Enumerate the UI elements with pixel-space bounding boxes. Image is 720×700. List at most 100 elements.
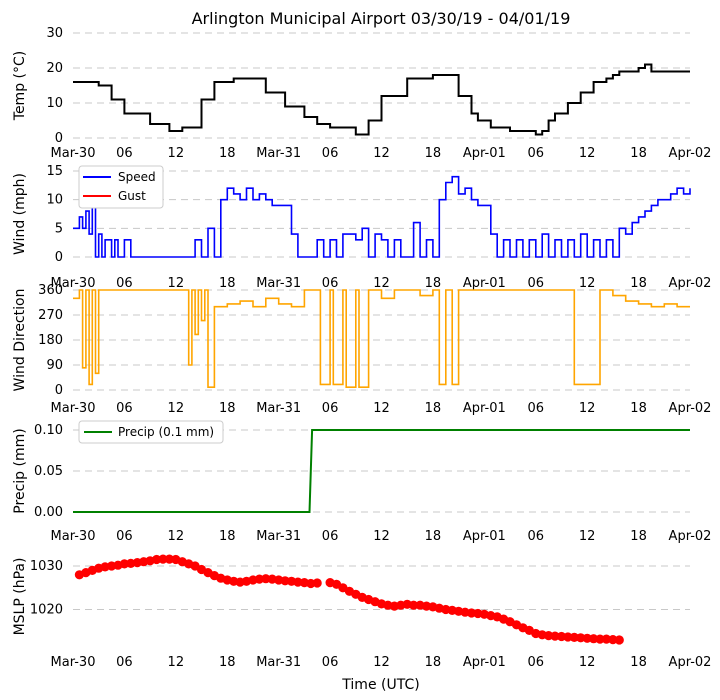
- x-tick-label: 12: [579, 276, 596, 291]
- x-tick-label: Mar-31: [256, 655, 301, 670]
- legend-label: Precip (0.1 mm): [118, 425, 214, 439]
- x-tick-label: 18: [630, 529, 647, 544]
- panel-precip: 0.00 0.05 0.10 Precip (mm) Mar-30 06 12 18 Mar-3…: [12, 420, 712, 544]
- x-tick-label: 06: [322, 529, 339, 544]
- x-tick-label: 12: [168, 146, 185, 161]
- mslp-point: [550, 631, 560, 641]
- x-tick-label: Apr-02: [669, 401, 712, 416]
- x-tick-label: 18: [219, 276, 236, 291]
- y-tick-label: 5: [55, 221, 63, 236]
- x-tick-label: 18: [425, 655, 442, 670]
- x-tick-label: 18: [630, 146, 647, 161]
- x-tick-label: 06: [322, 655, 339, 670]
- mslp-point: [312, 578, 322, 588]
- x-tick-label: 18: [219, 655, 236, 670]
- x-tick-label: 18: [630, 655, 647, 670]
- x-tick-label: 12: [579, 529, 596, 544]
- x-tick-label: 06: [527, 401, 544, 416]
- y-tick-label: 270: [38, 308, 63, 323]
- panel-wind_direction: 0 90 180 270 360 Wind Direction Mar-30 06 12 18 Ma…: [12, 283, 711, 416]
- y-tick-label: 15: [46, 164, 63, 179]
- x-tick-label: 06: [116, 529, 133, 544]
- panel-wind: 0 5 10 15 Wind (mph) Mar-30 06 12 18 Mar-31 06 12 18…: [12, 164, 711, 291]
- x-tick-label: 18: [219, 529, 236, 544]
- y-axis-label: Wind (mph): [12, 173, 28, 255]
- mslp-point: [595, 634, 605, 644]
- x-tick-label: 06: [527, 146, 544, 161]
- mslp-point: [614, 635, 624, 645]
- wind-speed-line: [73, 175, 691, 258]
- x-tick-label: 18: [425, 401, 442, 416]
- y-tick-label: 0: [55, 250, 63, 265]
- legend-label: Gust: [118, 189, 146, 203]
- panel-temperature: 0 10 20 30 Temp (°C) Mar-30 06 12 18 Mar-31 06 12 18…: [12, 26, 711, 161]
- x-tick-label: 12: [373, 655, 390, 670]
- legend-label: Speed: [118, 170, 156, 184]
- x-tick-label: 06: [527, 276, 544, 291]
- x-tick-label: 18: [630, 401, 647, 416]
- x-tick-label: 12: [168, 655, 185, 670]
- x-tick-label: Mar-30: [51, 146, 96, 161]
- x-tick-label: 18: [219, 146, 236, 161]
- y-axis-label: Temp (°C): [12, 51, 28, 121]
- chart-title: Arlington Municipal Airport 03/30/19 - 0…: [192, 9, 571, 28]
- x-tick-label: Mar-31: [256, 146, 301, 161]
- x-tick-label: 12: [579, 655, 596, 670]
- x-tick-label: Apr-02: [669, 276, 712, 291]
- x-tick-label: Mar-31: [256, 401, 301, 416]
- y-axis-label: Wind Direction: [12, 289, 28, 392]
- y-tick-label: 0.05: [34, 464, 63, 479]
- x-tick-label: 06: [116, 276, 133, 291]
- y-tick-label: 0.00: [34, 505, 63, 520]
- y-axis-label: Precip (mm): [12, 428, 28, 513]
- mslp-point: [158, 554, 168, 564]
- x-tick-label: 12: [168, 401, 185, 416]
- y-tick-label: 1030: [30, 559, 63, 574]
- y-tick-label: 180: [38, 333, 63, 348]
- mslp-point: [409, 600, 419, 610]
- x-tick-label: Mar-31: [256, 529, 301, 544]
- x-tick-label: Apr-01: [463, 401, 506, 416]
- x-tick-label: Apr-01: [463, 276, 506, 291]
- x-tick-label: Mar-30: [51, 276, 96, 291]
- x-tick-label: 06: [322, 401, 339, 416]
- x-tick-label: 06: [322, 146, 339, 161]
- y-tick-label: 20: [46, 61, 63, 76]
- y-axis-label: MSLP (hPa): [12, 558, 28, 636]
- y-tick-label: 1020: [30, 603, 63, 618]
- y-tick-label: 0: [55, 131, 63, 146]
- x-tick-label: 18: [219, 401, 236, 416]
- y-tick-label: 10: [46, 193, 63, 208]
- x-tick-label: 18: [425, 276, 442, 291]
- wind-direction-line: [73, 289, 690, 388]
- x-tick-label: 12: [373, 146, 390, 161]
- x-tick-label: Apr-01: [463, 655, 506, 670]
- x-tick-label: Apr-01: [463, 529, 506, 544]
- x-tick-label: 06: [116, 401, 133, 416]
- legend: Speed Gust: [78, 165, 164, 209]
- x-tick-label: 06: [116, 655, 133, 670]
- x-tick-label: 12: [373, 276, 390, 291]
- x-tick-label: Apr-01: [463, 146, 506, 161]
- x-tick-label: Mar-30: [51, 401, 96, 416]
- x-tick-label: 06: [527, 655, 544, 670]
- y-tick-label: 30: [46, 26, 63, 41]
- y-tick-label: 0: [55, 383, 63, 398]
- x-tick-label: 12: [373, 529, 390, 544]
- x-tick-label: Mar-31: [256, 276, 301, 291]
- x-tick-label: 18: [425, 146, 442, 161]
- y-tick-label: 360: [38, 283, 63, 298]
- temp-series-line: [73, 63, 690, 136]
- legend-box: [78, 420, 224, 444]
- x-tick-label: Mar-30: [51, 529, 96, 544]
- x-tick-label: Apr-02: [669, 529, 712, 544]
- precip-line: [73, 429, 690, 513]
- x-tick-label: 12: [373, 401, 390, 416]
- x-tick-label: 18: [630, 276, 647, 291]
- x-tick-label: 12: [168, 529, 185, 544]
- legend: Precip (0.1 mm): [78, 420, 224, 444]
- x-tick-label: 12: [579, 401, 596, 416]
- x-tick-label: 06: [116, 146, 133, 161]
